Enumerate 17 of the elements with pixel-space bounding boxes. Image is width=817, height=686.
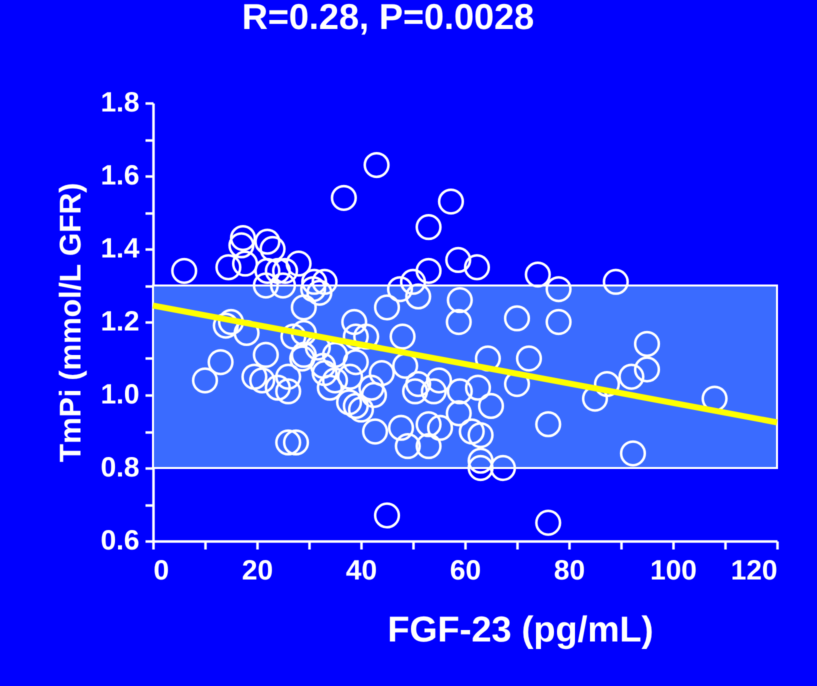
y-axis-title: TmPi (mmol/L GFR) — [54, 182, 88, 462]
y-tick-label: 1.6 — [100, 160, 140, 190]
y-tick-label: 0.8 — [100, 452, 140, 482]
x-tick-label: 100 — [650, 554, 697, 586]
y-tick-label: 1.0 — [100, 378, 140, 410]
x-tick-label: 0 — [154, 554, 170, 586]
chart-title: R=0.28, P=0.0028 — [242, 0, 534, 37]
y-tick-label: 1.4 — [100, 232, 140, 264]
x-axis-title: FGF-23 (pg/mL) — [388, 608, 654, 650]
x-tick-label: 120 — [730, 554, 778, 586]
x-tick-label: 60 — [450, 554, 482, 586]
y-tick-label: 1.2 — [100, 306, 140, 336]
y-tick-label: 1.8 — [100, 86, 140, 118]
x-tick-label: 80 — [554, 554, 586, 586]
x-tick-label: 40 — [346, 554, 378, 586]
x-tick-label: 20 — [242, 554, 274, 586]
y-tick-label: 0.6 — [100, 524, 140, 556]
